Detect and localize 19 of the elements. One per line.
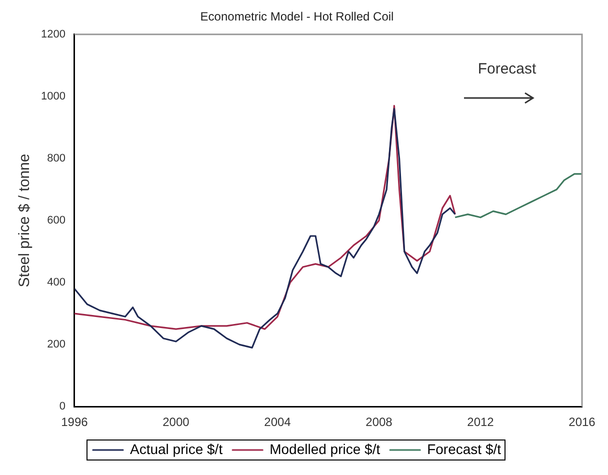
x-tick-label: 2012 xyxy=(467,415,494,430)
y-tick-label: 800 xyxy=(47,152,66,164)
y-axis-title: Steel price $ / tonne xyxy=(16,154,34,288)
chart-title: Econometric Model - Hot Rolled Coil xyxy=(200,10,394,24)
x-tick-label: 2008 xyxy=(366,415,393,430)
y-tick-label: 400 xyxy=(47,276,66,289)
x-tick-label: 1996 xyxy=(61,415,88,430)
y-tick-label: 600 xyxy=(47,214,66,227)
legend-label: Actual price $/t xyxy=(130,440,223,457)
y-tick-label: 1000 xyxy=(40,90,66,102)
x-tick-label: 2016 xyxy=(568,415,596,430)
x-tick-label: 2004 xyxy=(264,415,292,430)
y-tick-label: 200 xyxy=(47,338,66,351)
legend-label: Modelled price $/t xyxy=(270,440,380,457)
legend-label: Forecast $/t xyxy=(427,440,502,457)
y-tick-label: 1200 xyxy=(40,28,66,40)
x-tick-label: 2000 xyxy=(162,415,190,430)
y-tick-label: 0 xyxy=(59,400,66,413)
annotation: Forecast xyxy=(478,60,538,78)
